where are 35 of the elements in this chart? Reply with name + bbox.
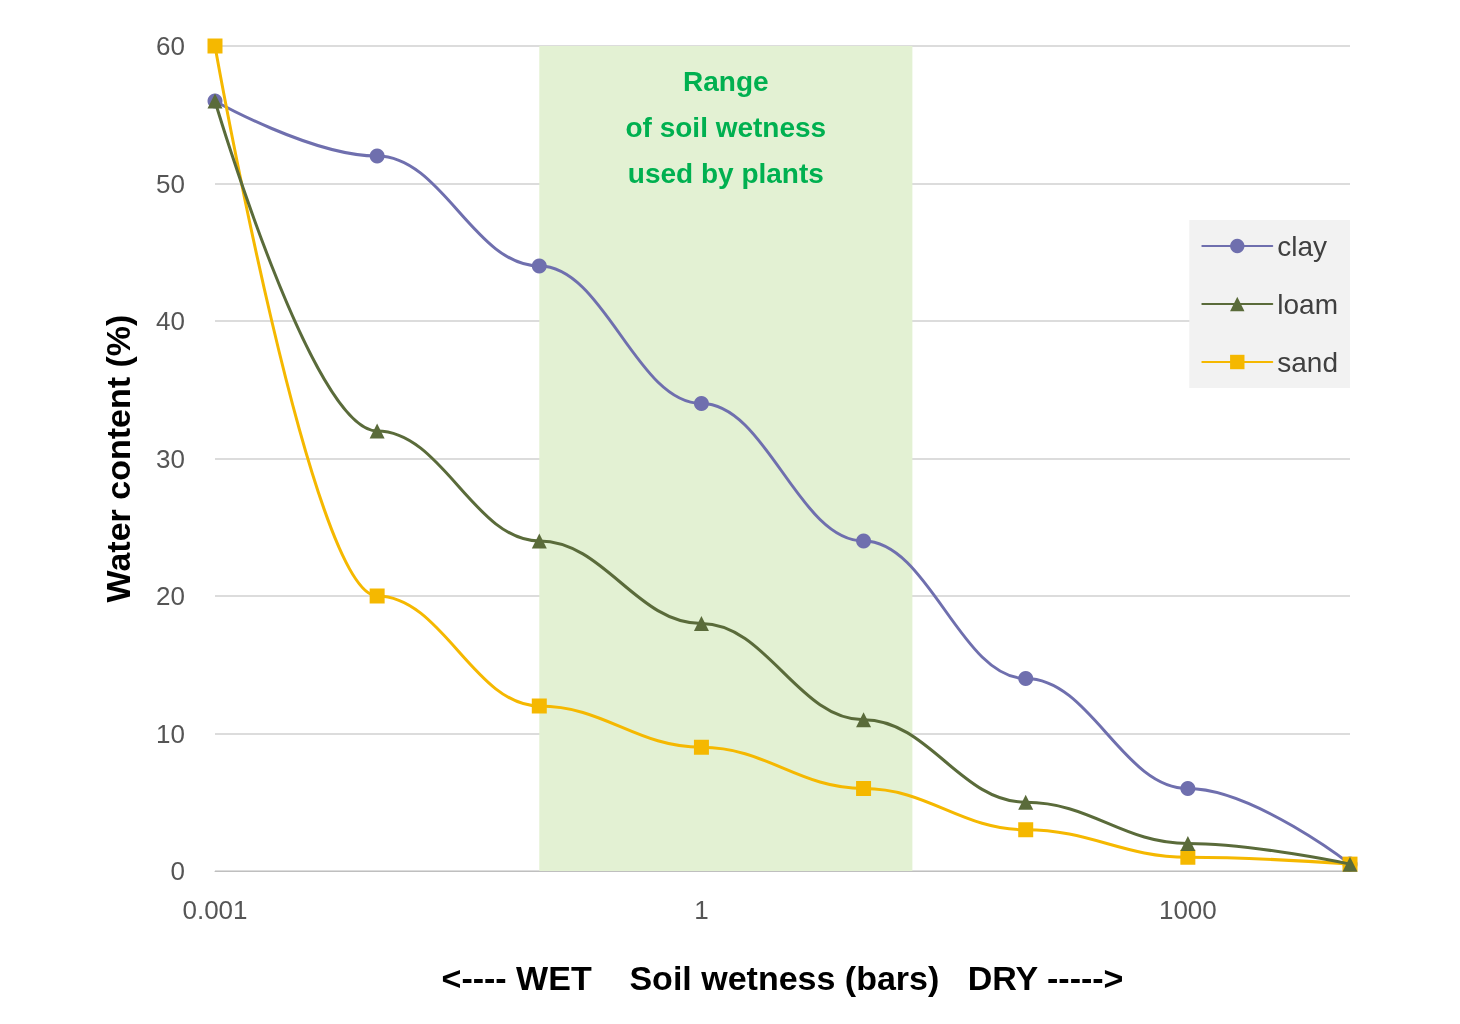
y-tick-label: 30 [156,443,185,474]
point [856,533,872,549]
legend-label: clay [1277,230,1328,262]
y-tick-label: 0 [170,856,185,886]
y-tick-label: 40 [156,306,185,336]
point [693,739,709,755]
point [369,588,385,604]
legend-label: sand [1277,346,1338,378]
point [1180,849,1196,865]
x-axis-title: <---- WET Soil wetness (bars) DRY -----> [441,959,1124,997]
point [1018,794,1034,810]
x-tick-label: 1 [694,895,709,925]
point [856,712,872,728]
x-tick-label: 0.001 [182,895,248,925]
point [369,148,385,164]
point [1180,781,1196,796]
y-axis-title: Water content (%) [99,314,137,603]
y-tick-label: 10 [156,718,185,749]
x-tick-label: 1000 [1158,895,1217,925]
point [531,258,547,274]
point [207,38,223,54]
y-tick-label: 60 [156,31,185,61]
y-tick-label: 20 [156,581,185,611]
point [1180,836,1196,851]
point [531,698,547,714]
point [1018,671,1034,686]
point [693,616,709,631]
point [693,396,709,411]
point [1018,822,1034,838]
point [531,533,547,549]
point [369,423,385,439]
point [856,781,872,796]
legend-label: loam [1277,288,1338,320]
y-tick-label: 50 [156,168,185,199]
band-label: Range of soil wetness used by plants [625,65,827,189]
